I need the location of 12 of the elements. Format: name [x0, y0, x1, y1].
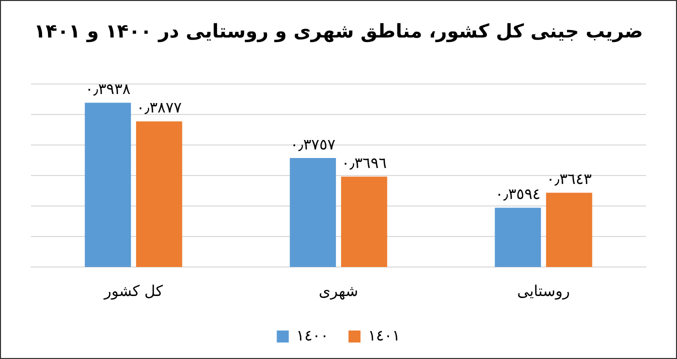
data-label: ٠٫٣٩٣٨ [85, 80, 130, 98]
x-tick-label: کل کشور [103, 282, 164, 300]
data-label: ٠٫٣٥٩٤ [495, 185, 540, 204]
legend-label: ١٤٠٠ [296, 326, 329, 344]
chart-title: ضریب جینی کل کشور، مناطق شهری و روستایی در ۱۴۰۰ و ۱۴۰۱ [34, 20, 643, 42]
data-label: ٠٫٣٦٩٦ [342, 154, 387, 172]
data-label: ٠٫٣٨٧٧ [136, 98, 182, 117]
legend-label: ١٤٠١ [368, 326, 400, 344]
x-tick-label: روستایی [517, 282, 570, 300]
data-label: ٠٫٣٧٥٧ [290, 135, 336, 154]
x-tick-label: شهری [318, 282, 358, 300]
data-label: ٠٫٣٦٤٣ [546, 170, 592, 188]
